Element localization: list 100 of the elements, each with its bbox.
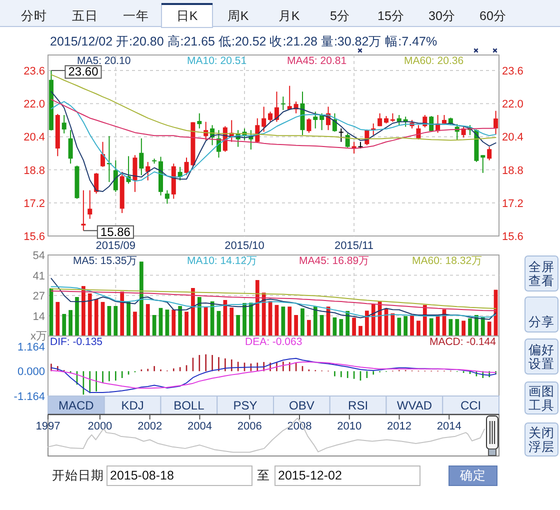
bar	[468, 318, 472, 336]
text: 确定	[459, 468, 486, 482]
text: OBV	[289, 398, 314, 412]
bar	[120, 292, 124, 336]
y2-tick-label: 23.6	[502, 66, 524, 78]
x-tick-label: 2006	[237, 420, 262, 432]
y-tick-label: 27	[32, 290, 45, 302]
x-tick-label: 2008	[287, 420, 312, 432]
y-tick-label: 17.2	[24, 198, 45, 210]
text: 偏好设置	[528, 343, 554, 371]
text: 15分	[378, 9, 404, 23]
bar	[358, 326, 362, 336]
text: 30分	[428, 9, 456, 23]
y-tick-label: 22.0	[24, 98, 45, 111]
line-series	[50, 278, 496, 320]
bar	[300, 308, 304, 336]
text: MA10: 14.12万	[187, 255, 258, 267]
bar	[313, 306, 318, 336]
bar	[352, 318, 356, 336]
annotation: 23.60	[68, 64, 99, 79]
text: MA60: 18.32万	[412, 255, 483, 267]
text: 至	[257, 468, 270, 482]
bar	[339, 319, 344, 336]
text: 分享	[528, 314, 554, 329]
bar	[114, 306, 118, 336]
bar	[281, 306, 286, 336]
y-tick-label: 20.4	[24, 132, 45, 144]
series-label: DEA: -0.063	[245, 336, 302, 348]
bar	[172, 310, 176, 336]
x-tick-label: 2014	[436, 420, 462, 432]
text: MACD: -0.144	[429, 336, 496, 348]
y-tick-label: 0.000	[17, 366, 45, 378]
text: BOLL	[174, 398, 205, 412]
bar	[184, 312, 188, 336]
x-tick-label: 2004	[187, 420, 212, 432]
bar	[62, 314, 66, 336]
text: 月K	[278, 9, 300, 23]
bar	[404, 316, 408, 336]
bar	[204, 306, 208, 336]
text: 2015-08-18	[110, 468, 174, 482]
annotation: 23.60	[50, 64, 102, 79]
y-tick-label: 1.164	[17, 341, 45, 354]
annotation: 15.86	[100, 224, 131, 239]
x-tick-label: 2015/11	[334, 240, 374, 252]
bar	[242, 303, 246, 336]
text: 开始日期	[52, 468, 104, 482]
y-tick-label: 54	[32, 250, 45, 262]
text: MA45: 16.89万	[299, 255, 370, 267]
bar	[223, 300, 228, 336]
text: 一年	[123, 9, 149, 23]
text: CCI	[460, 398, 482, 412]
text: 分时	[21, 9, 47, 23]
y-tick-label: 15.6	[24, 231, 45, 243]
text: 五日	[72, 9, 98, 23]
bar	[487, 322, 492, 336]
bar	[178, 306, 182, 336]
bar	[56, 302, 60, 336]
text: 周K	[227, 9, 250, 23]
x-tick-label: 2000	[88, 420, 112, 432]
bar	[448, 319, 453, 336]
x-tick-label: 2010	[337, 420, 362, 432]
text: 2015-12-02	[278, 468, 342, 482]
bar	[191, 288, 195, 336]
bar	[94, 298, 98, 336]
bar	[68, 310, 72, 336]
y2-tick-label: 18.8	[502, 164, 524, 177]
bar	[429, 318, 434, 336]
bar	[133, 312, 137, 336]
y-tick-label: 23.6	[24, 66, 45, 78]
bar	[255, 280, 260, 336]
bar	[82, 286, 86, 336]
text: 60分	[480, 9, 506, 23]
line-series	[50, 91, 496, 192]
y-axis-title: x万	[30, 330, 47, 342]
text: RSI	[348, 398, 368, 412]
bar	[320, 315, 324, 336]
x-tick-label: 2012	[386, 420, 412, 432]
y2-tick-label: 20.4	[502, 132, 524, 144]
bar	[75, 297, 79, 336]
text: MA45: 20.81	[287, 55, 347, 67]
bar	[88, 293, 92, 336]
y2-tick-label: 17.2	[502, 198, 524, 210]
series-label: DIF: -0.135	[50, 336, 103, 348]
bar	[294, 315, 298, 336]
bar	[146, 304, 150, 336]
text: MA60: 20.36	[404, 55, 464, 67]
line-series	[50, 286, 496, 318]
x-tick-label: 1997	[36, 420, 60, 432]
y-tick-label: -1.164	[14, 391, 45, 403]
x-tick-label: 2015/10	[224, 240, 264, 252]
text: MA5: 15.35万	[73, 255, 138, 267]
annotation: 15.86	[82, 224, 134, 239]
y-tick-label: 14	[32, 310, 45, 323]
y-tick-label: 18.8	[24, 164, 45, 177]
bar	[455, 319, 460, 336]
text: PSY	[233, 398, 258, 412]
text: 全屏查看	[528, 260, 554, 288]
bar	[288, 306, 292, 336]
bar	[397, 318, 402, 336]
bar	[230, 308, 234, 336]
